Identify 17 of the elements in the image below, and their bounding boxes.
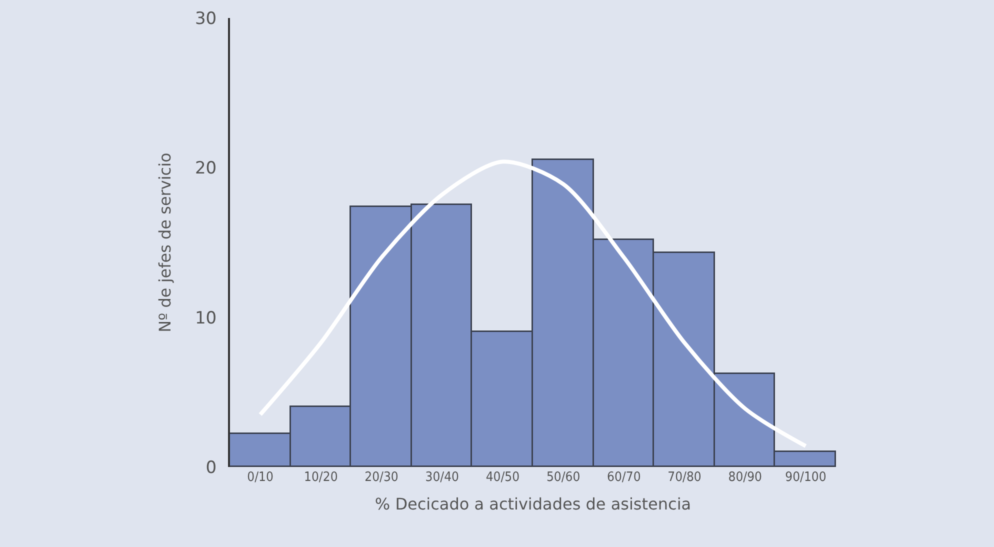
x-tick-label: 30/40 <box>425 470 459 485</box>
y-tick-label: 30 <box>194 8 217 29</box>
x-tick-label: 50/60 <box>546 470 580 485</box>
x-tick-label: 80/90 <box>728 470 762 485</box>
y-tick-label: 10 <box>194 308 217 328</box>
line-series <box>258 160 808 448</box>
x-tick-label: 90/100 <box>785 470 826 485</box>
x-axis-title: % Decicado a actividades de asistencia <box>374 494 692 514</box>
x-tick-label: 70/80 <box>668 470 702 485</box>
x-tick-label: 0/10 <box>247 470 274 485</box>
x-tick-label: 10/20 <box>304 470 338 485</box>
y-tick-label: 0 <box>206 458 217 478</box>
x-tick-label: 40/50 <box>486 470 520 485</box>
x-tick-label: 60/70 <box>607 470 641 485</box>
y-tick-label: 20 <box>194 158 217 179</box>
y-axis-title: Nº de jefes de servicio <box>155 152 174 332</box>
x-tick-label: 20/30 <box>364 470 398 485</box>
